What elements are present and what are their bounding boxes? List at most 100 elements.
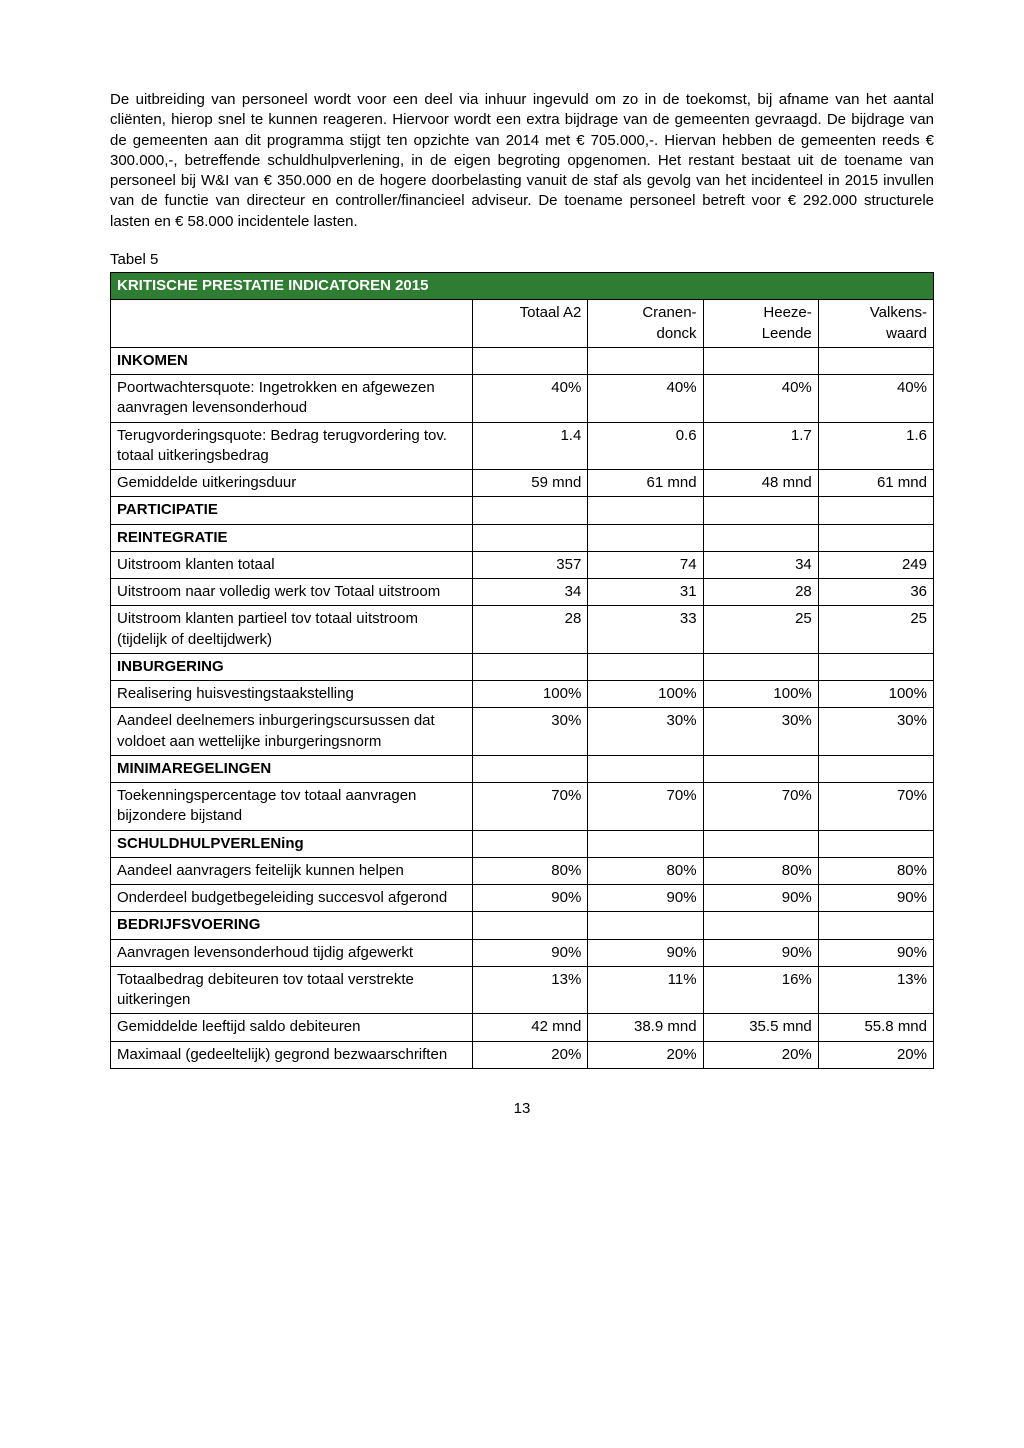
column-header: Cranen-donck	[588, 300, 703, 348]
cell-value	[703, 912, 818, 939]
cell-value: 33	[588, 606, 703, 654]
cell-value: 35.5 mnd	[703, 1014, 818, 1041]
row-label: Realisering huisvestingstaakstelling	[111, 681, 473, 708]
cell-value: 70%	[818, 783, 933, 831]
cell-value: 80%	[588, 857, 703, 884]
cell-value: 40%	[703, 375, 818, 423]
cell-value: 40%	[818, 375, 933, 423]
cell-value: 13%	[818, 966, 933, 1014]
row-label: Onderdeel budgetbegeleiding succesvol af…	[111, 885, 473, 912]
cell-value	[588, 347, 703, 374]
cell-value	[703, 497, 818, 524]
cell-value: 28	[473, 606, 588, 654]
cell-value: 90%	[588, 885, 703, 912]
cell-value	[588, 830, 703, 857]
cell-value: 100%	[818, 681, 933, 708]
cell-value: 38.9 mnd	[588, 1014, 703, 1041]
cell-value: 40%	[473, 375, 588, 423]
row-label: Terugvorderingsquote: Bedrag terugvorder…	[111, 422, 473, 470]
column-header	[111, 300, 473, 348]
cell-value	[818, 830, 933, 857]
section-label: INBURGERING	[111, 653, 473, 680]
row-label: Aanvragen levensonderhoud tijdig afgewer…	[111, 939, 473, 966]
page-number: 13	[110, 1099, 934, 1119]
cell-value: 90%	[588, 939, 703, 966]
row-label: Uitstroom klanten partieel tov totaal ui…	[111, 606, 473, 654]
cell-value: 28	[703, 579, 818, 606]
cell-value: 42 mnd	[473, 1014, 588, 1041]
row-label: Poortwachtersquote: Ingetrokken en afgew…	[111, 375, 473, 423]
cell-value: 30%	[818, 708, 933, 756]
cell-value: 70%	[588, 783, 703, 831]
cell-value: 11%	[588, 966, 703, 1014]
row-label: Toekenningspercentage tov totaal aanvrag…	[111, 783, 473, 831]
section-label: PARTICIPATIE	[111, 497, 473, 524]
cell-value: 0.6	[588, 422, 703, 470]
cell-value: 80%	[473, 857, 588, 884]
cell-value	[473, 497, 588, 524]
cell-value: 90%	[818, 939, 933, 966]
cell-value	[703, 653, 818, 680]
cell-value: 20%	[703, 1041, 818, 1068]
cell-value: 70%	[703, 783, 818, 831]
section-label: SCHULDHULPVERLENing	[111, 830, 473, 857]
cell-value	[818, 912, 933, 939]
row-label: Totaalbedrag debiteuren tov totaal verst…	[111, 966, 473, 1014]
cell-value: 20%	[818, 1041, 933, 1068]
cell-value: 30%	[588, 708, 703, 756]
kpi-table: KRITISCHE PRESTATIE INDICATOREN 2015Tota…	[110, 272, 934, 1069]
cell-value	[588, 755, 703, 782]
cell-value	[588, 653, 703, 680]
cell-value	[473, 653, 588, 680]
cell-value	[818, 653, 933, 680]
cell-value: 80%	[703, 857, 818, 884]
cell-value: 90%	[473, 885, 588, 912]
cell-value: 357	[473, 551, 588, 578]
cell-value: 1.7	[703, 422, 818, 470]
section-label: INKOMEN	[111, 347, 473, 374]
cell-value: 100%	[703, 681, 818, 708]
cell-value: 20%	[588, 1041, 703, 1068]
cell-value	[703, 755, 818, 782]
cell-value	[818, 497, 933, 524]
cell-value: 25	[703, 606, 818, 654]
cell-value: 16%	[703, 966, 818, 1014]
cell-value: 90%	[818, 885, 933, 912]
cell-value	[818, 755, 933, 782]
cell-value: 74	[588, 551, 703, 578]
cell-value	[703, 524, 818, 551]
column-header: Totaal A2	[473, 300, 588, 348]
cell-value: 1.6	[818, 422, 933, 470]
cell-value: 25	[818, 606, 933, 654]
cell-value: 34	[703, 551, 818, 578]
cell-value: 13%	[473, 966, 588, 1014]
cell-value: 30%	[703, 708, 818, 756]
column-header: Heeze-Leende	[703, 300, 818, 348]
cell-value: 70%	[473, 783, 588, 831]
cell-value: 31	[588, 579, 703, 606]
column-header: Valkens-waard	[818, 300, 933, 348]
row-label: Uitstroom naar volledig werk tov Totaal …	[111, 579, 473, 606]
cell-value: 90%	[703, 885, 818, 912]
cell-value: 61 mnd	[818, 470, 933, 497]
cell-value	[818, 524, 933, 551]
cell-value: 90%	[473, 939, 588, 966]
row-label: Gemiddelde leeftijd saldo debiteuren	[111, 1014, 473, 1041]
cell-value: 100%	[473, 681, 588, 708]
row-label: Aandeel aanvragers feitelijk kunnen help…	[111, 857, 473, 884]
cell-value	[473, 347, 588, 374]
cell-value: 59 mnd	[473, 470, 588, 497]
cell-value: 90%	[703, 939, 818, 966]
section-label: BEDRIJFSVOERING	[111, 912, 473, 939]
cell-value	[473, 755, 588, 782]
cell-value: 1.4	[473, 422, 588, 470]
cell-value	[703, 830, 818, 857]
row-label: Gemiddelde uitkeringsduur	[111, 470, 473, 497]
cell-value: 61 mnd	[588, 470, 703, 497]
section-label: MINIMAREGELINGEN	[111, 755, 473, 782]
body-paragraph: De uitbreiding van personeel wordt voor …	[110, 90, 934, 232]
table-label: Tabel 5	[110, 250, 934, 270]
cell-value	[818, 347, 933, 374]
table-title: KRITISCHE PRESTATIE INDICATOREN 2015	[111, 273, 934, 300]
cell-value: 249	[818, 551, 933, 578]
